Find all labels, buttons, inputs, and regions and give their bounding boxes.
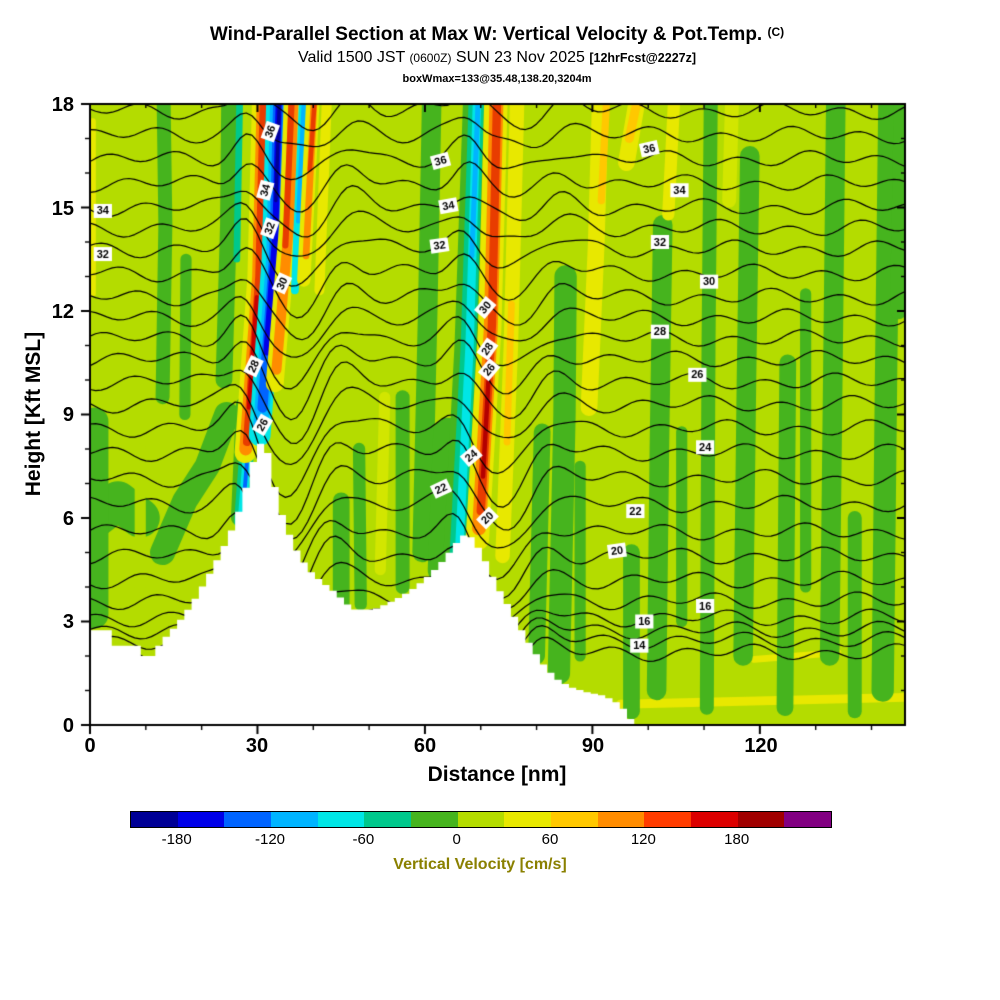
x-tick-label: 90 xyxy=(581,735,605,757)
colorbar-swatch xyxy=(131,812,178,827)
colorbar-tick-label: 180 xyxy=(724,831,750,848)
colorbar-tick-row: -180 -120 -60 0 60 120 180 xyxy=(130,831,830,849)
title-text: Wind-Parallel Section at Max W: Vertical… xyxy=(209,24,763,45)
colorbar-gradient xyxy=(131,812,832,827)
colorbar-tick-label: 60 xyxy=(541,831,559,848)
figure-subtitle: Valid 1500 JST (0600Z) SUN 23 Nov 2025 [… xyxy=(0,49,994,67)
x-tick-label: 60 xyxy=(413,735,437,757)
y-tick-label: 9 xyxy=(62,404,74,426)
colorbar-swatch xyxy=(737,812,785,827)
y-tick-label: 15 xyxy=(51,198,74,220)
x-tick-label: 120 xyxy=(744,735,778,757)
colorbar-title: Vertical Velocity [cm/s] xyxy=(393,856,567,873)
valid-date-text: SUN 23 Nov 2025 xyxy=(455,49,585,66)
y-tick-label: 12 xyxy=(51,301,74,323)
x-axis-title: Distance [nm] xyxy=(427,763,567,786)
colorbar-swatch xyxy=(691,812,738,827)
colorbar-swatch xyxy=(644,812,692,827)
colorbar-tick-label: 120 xyxy=(630,831,656,848)
colorbar-tick-label: -60 xyxy=(352,831,375,848)
y-tick-label: 0 xyxy=(62,715,74,737)
colorbar-swatch xyxy=(411,812,458,827)
title-unit: (C) xyxy=(767,25,785,39)
colorbar-swatch xyxy=(784,812,832,827)
colorbar-swatch xyxy=(177,812,225,827)
y-tick-label: 3 xyxy=(62,611,74,633)
y-tick-label: 6 xyxy=(62,508,74,530)
colorbar-swatch xyxy=(551,812,598,827)
max-w-info-line: boxWmax=133@35.48,138.20,3204m xyxy=(402,73,592,85)
colorbar-swatch xyxy=(457,812,505,827)
valid-time-text: Valid 1500 JST xyxy=(297,49,405,66)
x-tick-label: 30 xyxy=(245,735,269,757)
forecast-tag: [12hrFcst@2227z] xyxy=(589,51,697,65)
colorbar-swatch xyxy=(597,812,645,827)
colorbar-swatch xyxy=(504,812,552,827)
colorbar-tick-label: -120 xyxy=(254,831,286,848)
colorbar-swatch xyxy=(224,812,272,827)
valid-utc-text: (0600Z) xyxy=(409,51,452,65)
x-tick-label: 0 xyxy=(84,735,96,757)
colorbar-tick-label: 0 xyxy=(452,831,461,848)
colorbar-swatch xyxy=(317,812,365,827)
y-tick-label: 18 xyxy=(51,94,74,116)
cross-section-plot-canvas xyxy=(78,92,918,740)
figure-title: Wind-Parallel Section at Max W: Vertical… xyxy=(0,24,994,46)
colorbar-tick-label: -180 xyxy=(161,831,192,848)
colorbar-swatch xyxy=(271,812,318,827)
colorbar xyxy=(130,811,832,828)
colorbar-swatch xyxy=(364,812,412,827)
